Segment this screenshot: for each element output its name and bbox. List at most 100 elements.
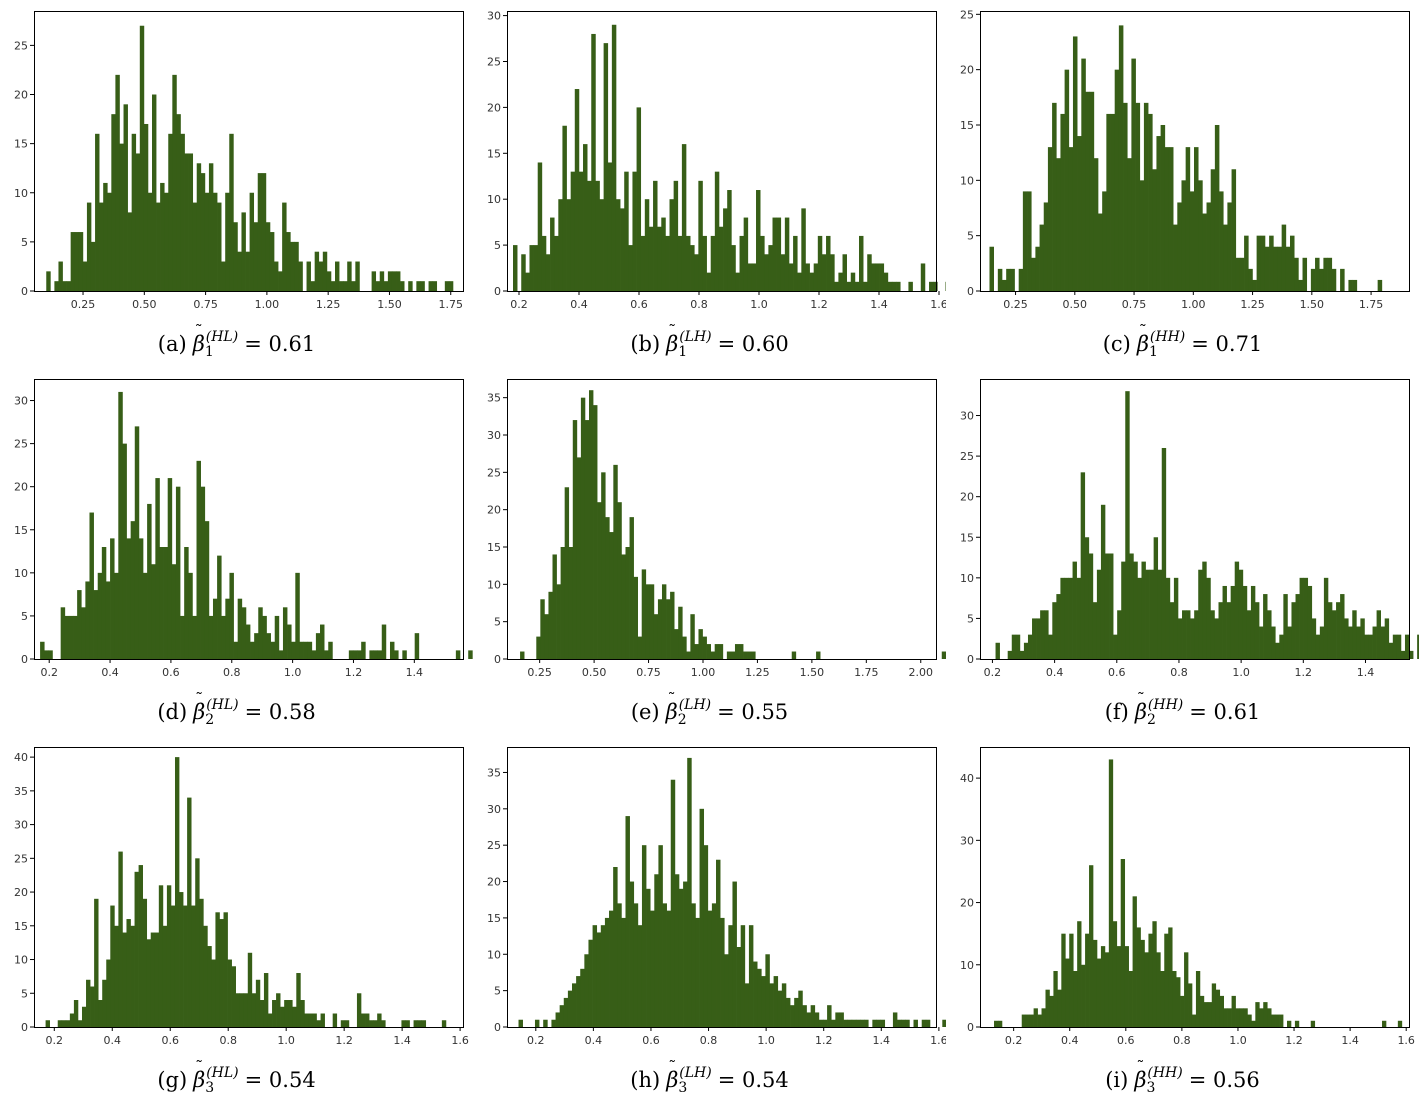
histogram-bar xyxy=(997,1020,1003,1027)
histogram-bar xyxy=(204,192,210,291)
histogram-bar xyxy=(1114,69,1120,291)
histogram-bar xyxy=(1160,971,1165,1027)
histogram-bar xyxy=(1210,610,1215,659)
histogram-bar xyxy=(1227,1008,1232,1027)
histogram-bar xyxy=(641,569,647,659)
y-tick-label: 20 xyxy=(960,491,974,504)
histogram-bar xyxy=(1206,202,1212,291)
histogram-g: 0 5 10 15 20 25 30 35 40 0.2 0.4 0.6 0.8 1.0 1.2 1.4 1.6 xyxy=(14,747,469,1047)
x-tick-label: 0.4 xyxy=(585,1034,603,1047)
x-tick-label: 1.2 xyxy=(810,298,828,311)
histogram-bar xyxy=(119,143,124,291)
histogram-bar xyxy=(613,464,618,659)
y-tick-label: 15 xyxy=(960,119,974,132)
x-tick-label: 0.2 xyxy=(1005,1034,1023,1047)
histogram-bar xyxy=(1207,1002,1213,1027)
histogram-bar xyxy=(677,235,683,291)
histogram-bar xyxy=(690,245,695,291)
histogram-bar xyxy=(1184,952,1189,1027)
histogram-bar xyxy=(111,114,116,291)
histogram-bar xyxy=(73,1000,79,1027)
histogram-bar xyxy=(1007,650,1013,659)
histogram-bar xyxy=(308,1013,313,1027)
y-tick-label: 20 xyxy=(14,481,28,494)
histogram-bar xyxy=(1194,147,1199,291)
histogram-bar xyxy=(1072,561,1077,659)
histogram-i: 0 10 20 30 40 0.2 0.4 0.6 0.8 1.0 1.2 1.4 1.6 xyxy=(960,747,1415,1047)
histogram-bar xyxy=(1164,147,1170,291)
histogram-bar xyxy=(86,202,92,291)
histogram-bar xyxy=(1068,147,1074,291)
histogram-bar xyxy=(744,983,750,1027)
histogram-bar xyxy=(816,651,821,659)
histogram-bar xyxy=(1049,995,1054,1027)
histogram-bar xyxy=(739,235,745,291)
histogram-bar xyxy=(326,271,332,291)
histogram-bar xyxy=(637,925,643,1027)
histogram-bar xyxy=(455,650,461,659)
histogram-bar xyxy=(739,644,744,659)
y-tick-label: 0 xyxy=(21,1021,28,1034)
histogram-bar xyxy=(864,1019,869,1027)
x-tick-label: 1.0 xyxy=(750,298,768,311)
histogram-bar xyxy=(294,241,299,291)
histogram-bar xyxy=(711,903,717,1027)
histogram-bar xyxy=(620,208,625,291)
histogram-bar xyxy=(706,644,711,659)
plot-frame xyxy=(507,379,937,660)
x-tick-label: 0.50 xyxy=(582,666,607,679)
histogram-bar xyxy=(166,885,172,1027)
histogram-bar xyxy=(135,153,141,291)
histogram-bar xyxy=(781,983,787,1027)
histogram-bar xyxy=(1294,257,1299,291)
histogram-bar xyxy=(320,1013,325,1027)
histogram-bar xyxy=(272,1000,277,1027)
x-tick-label: 2.00 xyxy=(909,666,934,679)
tilde-accent-icon: ˜ xyxy=(1136,689,1145,708)
histogram-bar xyxy=(568,547,574,659)
histogram-bar xyxy=(356,993,362,1027)
histogram-bar xyxy=(854,281,860,291)
histogram-bar xyxy=(168,133,173,291)
y-tick-label: 20 xyxy=(960,897,974,910)
histogram-bar xyxy=(95,133,100,291)
y-tick-label: 5 xyxy=(21,610,28,623)
histogram-bar xyxy=(806,1012,811,1027)
histogram-bar xyxy=(1189,191,1195,291)
histogram-bar xyxy=(138,865,143,1027)
histogram-bar xyxy=(1218,602,1223,659)
histogram-bar xyxy=(1096,958,1102,1027)
y-tick-label: 15 xyxy=(960,531,974,544)
histogram-bar xyxy=(636,107,642,291)
histogram-bar xyxy=(589,390,594,659)
histogram-bar xyxy=(552,554,557,659)
x-tick-label: 1.6 xyxy=(1397,1034,1415,1047)
y-tick-label: 5 xyxy=(967,230,974,243)
histogram-bar xyxy=(99,202,104,291)
y-tick-label: 25 xyxy=(487,466,501,479)
histogram-bar xyxy=(77,590,82,659)
histogram-bar xyxy=(813,263,819,291)
caption-superscript: (HH) xyxy=(1147,697,1184,713)
histogram-bar xyxy=(1025,1014,1030,1027)
histogram-bar xyxy=(62,281,67,291)
histogram-bar xyxy=(727,190,732,291)
plot-frame xyxy=(34,11,464,292)
histogram-bar xyxy=(901,1019,906,1027)
histogram-bar xyxy=(146,939,152,1027)
histogram-bar xyxy=(1015,634,1021,659)
histogram-bar xyxy=(369,650,374,659)
histogram-bar xyxy=(891,281,897,291)
histogram-bar xyxy=(1153,537,1159,659)
histogram-bar xyxy=(905,1019,910,1027)
histogram-bar xyxy=(78,232,84,291)
caption-value: = 0.54 xyxy=(717,1068,789,1092)
histogram-bar xyxy=(58,261,63,291)
histogram-bar xyxy=(1299,577,1304,659)
histogram-bar xyxy=(995,642,1000,659)
histogram-bar xyxy=(637,636,643,659)
histogram-bar xyxy=(468,650,473,659)
histogram-bar xyxy=(1188,983,1193,1027)
histogram-bar xyxy=(316,1020,321,1027)
histogram-bar xyxy=(134,426,140,659)
